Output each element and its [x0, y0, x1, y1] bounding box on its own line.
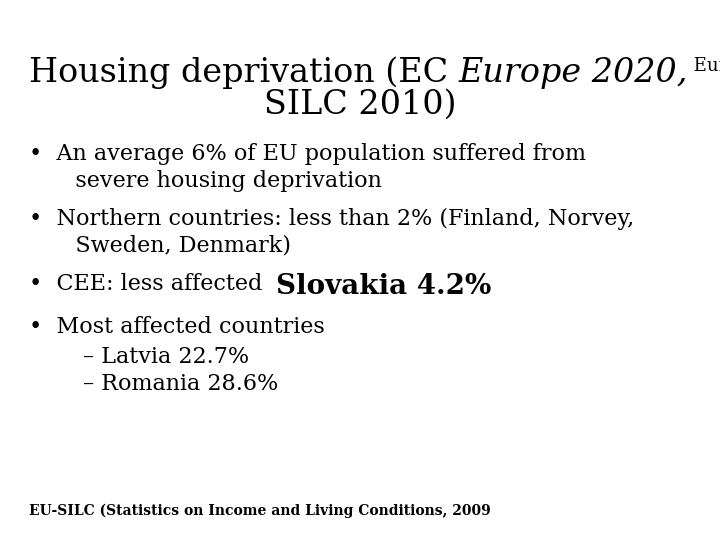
Text: Housing deprivation (EC: Housing deprivation (EC — [29, 57, 459, 89]
Text: •  An average 6% of EU population suffered from: • An average 6% of EU population suffere… — [29, 143, 586, 165]
Text: severe housing deprivation: severe housing deprivation — [54, 170, 382, 192]
Text: – Latvia 22.7%: – Latvia 22.7% — [83, 346, 249, 368]
Text: •  Northern countries: less than 2% (Finland, Norvey,: • Northern countries: less than 2% (Finl… — [29, 208, 634, 230]
Text: •  Most affected countries: • Most affected countries — [29, 316, 325, 338]
Text: Europe 2020,: Europe 2020, — [459, 57, 688, 89]
Text: Slovakia 4.2%: Slovakia 4.2% — [276, 273, 492, 300]
Text: SILC 2010): SILC 2010) — [264, 89, 456, 121]
Text: Eurostat, EU-: Eurostat, EU- — [688, 57, 720, 75]
Text: Sweden, Denmark): Sweden, Denmark) — [54, 235, 291, 257]
Text: EU-SILC (Statistics on Income and Living Conditions, 2009: EU-SILC (Statistics on Income and Living… — [29, 504, 490, 518]
Text: – Romania 28.6%: – Romania 28.6% — [83, 373, 278, 395]
Text: •  CEE: less affected: • CEE: less affected — [29, 273, 276, 295]
